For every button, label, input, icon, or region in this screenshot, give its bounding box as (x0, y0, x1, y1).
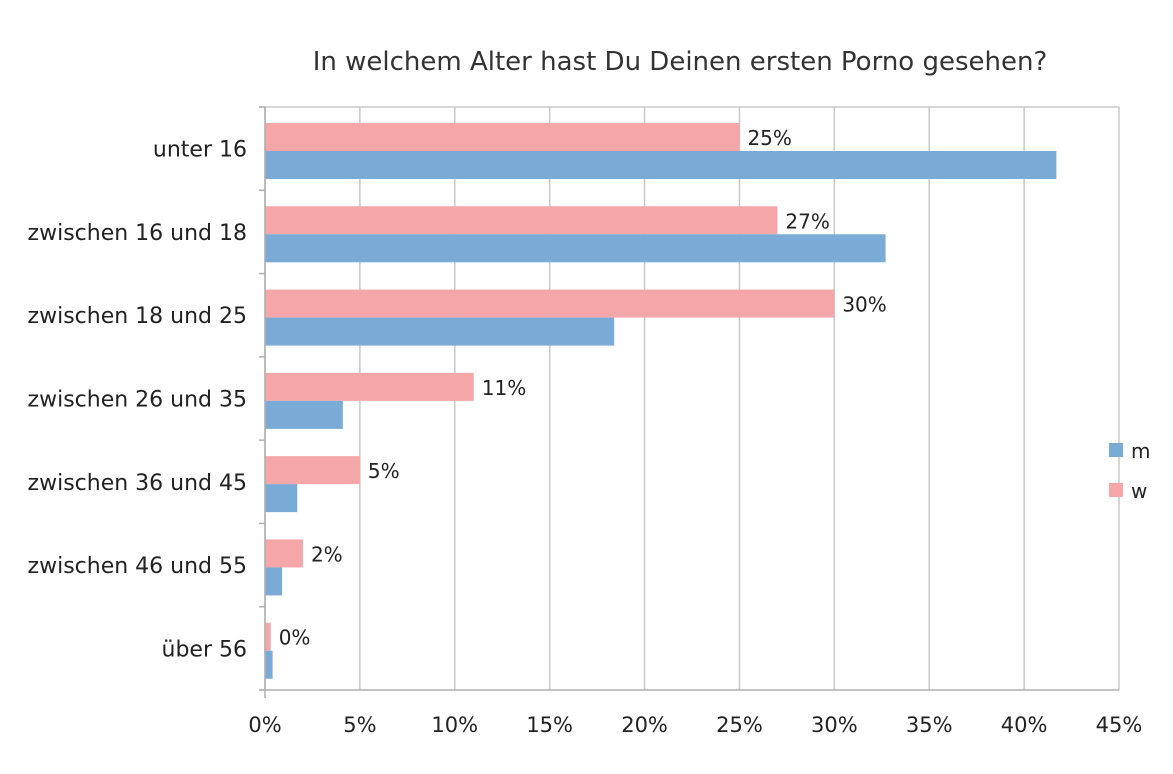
bar-w (265, 622, 271, 651)
grid-layer (259, 106, 1120, 690)
data-label-w: 0% (279, 626, 311, 650)
chart-title: In welchem Alter hast Du Deinen ersten P… (313, 47, 1048, 77)
x-tick-label: 10% (431, 713, 478, 737)
axis-layer: 0% 5% 10% 15% 20% 25% 30% 35% 40% 45% (248, 106, 1143, 737)
bar-w (265, 372, 474, 401)
x-tick-label: 30% (811, 713, 858, 737)
x-tick-label: 35% (906, 713, 953, 737)
legend: mw (1109, 439, 1150, 503)
bar-w (265, 123, 740, 151)
bar-m (265, 567, 283, 596)
category-label: zwischen 36 und 45 (28, 471, 247, 496)
data-label-w: 2% (311, 542, 343, 566)
bars-layer (265, 123, 1057, 679)
category-label: zwischen 18 und 25 (28, 304, 247, 329)
category-label: zwischen 26 und 35 (28, 388, 247, 413)
data-label-w: 25% (747, 126, 791, 150)
x-tick-label: 5% (343, 713, 376, 737)
bar-m (265, 484, 298, 513)
legend-label-w: w (1131, 479, 1147, 503)
bar-m (265, 650, 273, 679)
category-label: zwischen 16 und 18 (28, 221, 247, 246)
x-tick-label: 40% (1001, 713, 1048, 737)
labels-layer: unter 16 25% zwischen 16 und 18 27% zwischen… (28, 126, 887, 662)
x-tick-label: 20% (621, 713, 668, 737)
bar-m (265, 317, 615, 346)
x-tick-label: 0% (248, 713, 281, 737)
legend-label-m: m (1131, 439, 1150, 463)
legend-swatch-m (1109, 443, 1123, 457)
bar-w (265, 289, 835, 318)
x-tick-label: 25% (716, 713, 763, 737)
x-tick-label: 15% (526, 713, 573, 737)
bar-w (265, 456, 360, 485)
bar-w (265, 539, 303, 568)
x-tick-label: 45% (1096, 713, 1143, 737)
data-label-w: 5% (368, 459, 400, 483)
data-label-w: 27% (785, 209, 829, 233)
data-label-w: 30% (842, 293, 886, 317)
bar-m (265, 400, 343, 429)
category-label: zwischen 46 und 55 (28, 554, 247, 579)
legend-swatch-w (1109, 483, 1123, 497)
category-label: unter 16 (153, 138, 247, 163)
bar-m (265, 151, 1057, 179)
category-label: über 56 (162, 637, 247, 662)
bar-m (265, 234, 886, 263)
bar-w (265, 206, 778, 235)
data-label-w: 11% (482, 376, 526, 400)
